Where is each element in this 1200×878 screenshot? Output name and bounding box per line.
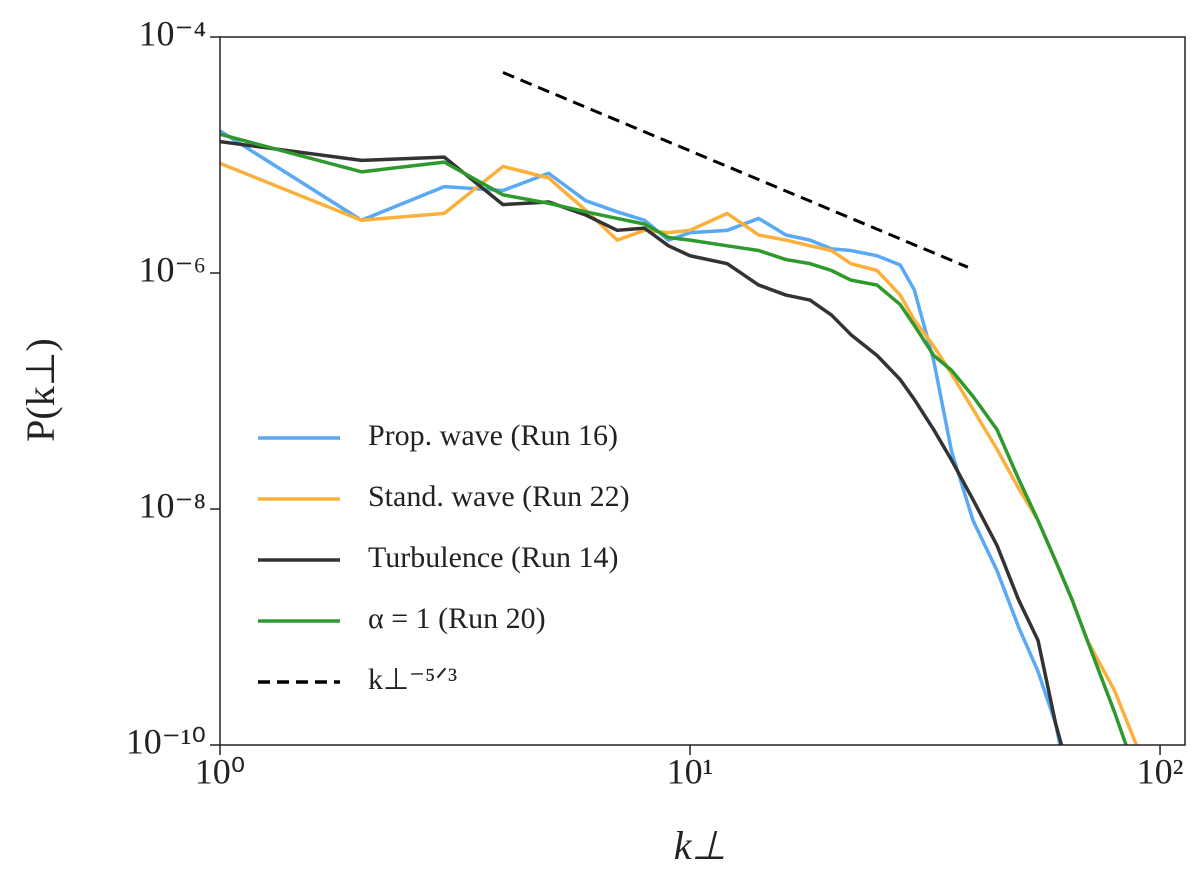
legend-label: α = 1 (Run 20)	[368, 602, 546, 635]
legend-label: Turbulence (Run 14)	[368, 541, 619, 574]
y-tick-label: 10⁻⁶	[138, 249, 206, 289]
plot-area	[220, 71, 1139, 745]
legend-label: k⊥⁻⁵ᐟ³	[368, 663, 457, 696]
x-tick-label: 10¹	[667, 751, 714, 791]
series-line	[220, 132, 1128, 745]
x-axis-label: k⊥	[674, 823, 727, 868]
x-tick-label: 10⁰	[195, 751, 245, 791]
legend-label: Prop. wave (Run 16)	[368, 419, 618, 452]
legend-label: Stand. wave (Run 22)	[368, 480, 630, 513]
x-tick-label: 10²	[1137, 751, 1184, 791]
y-tick-label: 10⁻¹⁰	[126, 721, 206, 761]
series-line	[220, 129, 1062, 745]
plot-frame	[219, 36, 1186, 746]
y-tick-label: 10⁻⁴	[138, 13, 206, 53]
series-line	[220, 139, 1064, 745]
y-axis-label: P(k⊥)	[18, 338, 63, 442]
reference-line	[502, 71, 969, 269]
y-tick-label: 10⁻⁸	[138, 485, 206, 525]
